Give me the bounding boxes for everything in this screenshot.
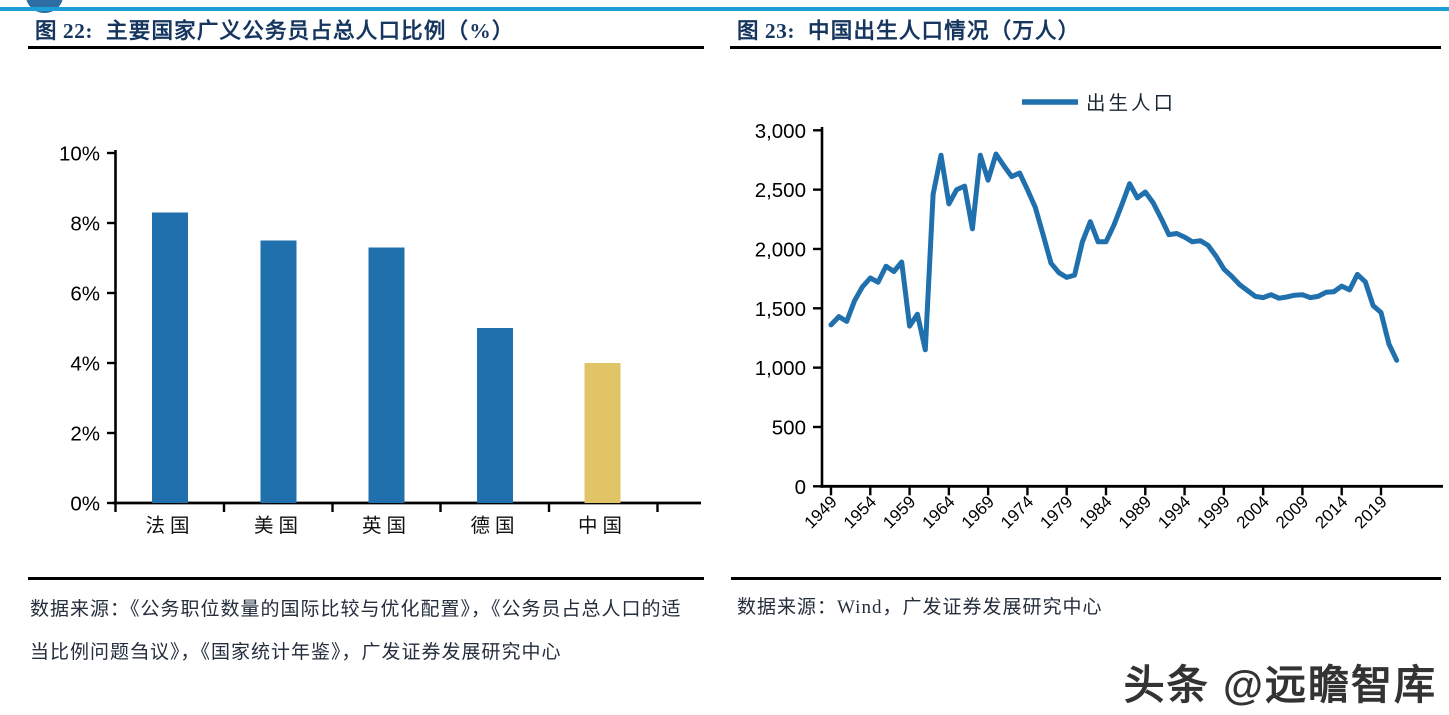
bar-y-tick-label: 2% xyxy=(70,423,100,446)
top-divider xyxy=(0,7,1449,11)
figure-23-title-underline xyxy=(730,46,1441,49)
bar-category-label: 美国 xyxy=(254,515,303,537)
line-x-tick-label: 2004 xyxy=(1233,492,1273,532)
line-x-tick-label: 1959 xyxy=(879,492,919,532)
line-y-tick-label: 3,000 xyxy=(755,120,806,143)
bar-category-label: 英国 xyxy=(362,515,411,537)
line-y-tick-label: 2,500 xyxy=(755,179,806,202)
line-x-tick-label: 1979 xyxy=(1036,492,1076,532)
line-x-tick-label: 2019 xyxy=(1351,492,1391,532)
bar-chart: 0% 2% 4% 6% 8% 10% 法国 美国 英国 德国 中国 xyxy=(59,143,701,537)
bar-美国 xyxy=(260,240,297,503)
legend-label: 出生人口 xyxy=(1086,93,1176,115)
bar-category-label: 德国 xyxy=(470,515,519,537)
line-x-tick-label: 1989 xyxy=(1115,492,1155,532)
line-x-tick-label: 2014 xyxy=(1311,492,1351,532)
bar-英国 xyxy=(368,247,405,503)
line-x-tick-label: 1984 xyxy=(1076,492,1116,532)
figure-22-label: 图 22: xyxy=(35,19,94,43)
figure-23-label: 图 23: xyxy=(737,19,796,43)
figure-22-title: 图 22: 主要国家广义公务员占总人口比例（%） xyxy=(35,14,515,48)
figure-22-title-text: 主要国家广义公务员占总人口比例（%） xyxy=(106,19,515,43)
watermark-text: 头条 @远瞻智库 xyxy=(1123,662,1437,708)
line-x-tick-label: 1949 xyxy=(801,492,841,532)
line-x-tick-label: 1954 xyxy=(840,492,880,532)
figure-23-bottom-rule xyxy=(731,577,1441,580)
bar-y-tick-label: 8% xyxy=(70,213,100,236)
line-x-tick-label: 1974 xyxy=(997,492,1037,532)
line-y-tick-label: 2,000 xyxy=(755,238,806,261)
figure-23-title: 图 23: 中国出生人口情况（万人） xyxy=(737,14,1080,48)
figure-22-title-underline xyxy=(28,46,704,49)
bar-y-tick-label: 6% xyxy=(70,283,100,306)
birth-population-line xyxy=(828,151,1400,363)
bar-y-tick-label: 4% xyxy=(70,353,100,376)
line-x-tick-label: 1969 xyxy=(958,492,998,532)
line-y-tick-label: 0 xyxy=(795,476,806,499)
bar-y-tick-label: 10% xyxy=(59,143,100,166)
line-x-tick-label: 1994 xyxy=(1154,492,1194,532)
line-x-tick-label: 1999 xyxy=(1193,492,1233,532)
figure-23-title-text: 中国出生人口情况（万人） xyxy=(808,19,1081,43)
line-y-tick-label: 1,000 xyxy=(755,357,806,380)
line-y-tick-label: 1,500 xyxy=(755,298,806,321)
bar-法国 xyxy=(152,212,188,503)
bar-中国 xyxy=(584,363,621,503)
figure-22-bottom-rule xyxy=(28,577,704,580)
figure-23-source-note: 数据来源：Wind，广发证券发展研究中心 xyxy=(737,597,1103,618)
line-x-tick-label: 1964 xyxy=(919,492,959,532)
bar-德国 xyxy=(477,328,513,503)
bar-category-label: 中国 xyxy=(578,515,627,537)
line-y-tick-label: 500 xyxy=(772,416,806,439)
bar-y-tick-label: 0% xyxy=(70,493,100,516)
figure-22-source-note: 数据来源：《公务职位数量的国际比较与优化配置》，《公务员占总人口的适当比例问题刍… xyxy=(30,599,682,663)
bar-category-label: 法国 xyxy=(145,515,194,537)
line-x-tick-label: 2009 xyxy=(1272,492,1312,532)
